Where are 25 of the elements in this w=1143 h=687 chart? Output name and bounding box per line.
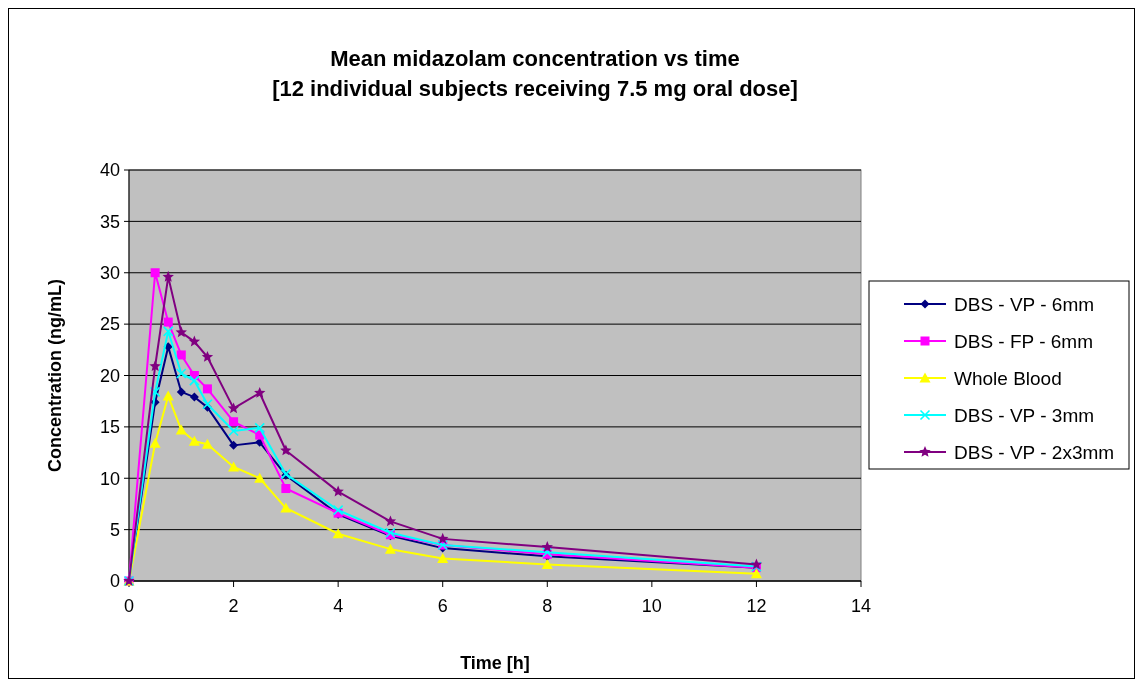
y-tick-label: 35	[99, 211, 120, 232]
y-tick-label: 40	[99, 160, 120, 181]
x-tick-label: 14	[850, 596, 872, 616]
y-tick-label: 10	[99, 468, 120, 489]
y-axis-title: Concentration (ng/mL)	[45, 279, 65, 472]
legend-label: DBS - FP - 6mm	[954, 330, 1093, 352]
y-tick-label: 0	[109, 571, 120, 592]
legend-label: Whole Blood	[954, 367, 1062, 389]
y-tick-label: 20	[99, 365, 120, 386]
x-axis-title: Time [h]	[460, 653, 530, 673]
x-tick-label: 12	[746, 596, 767, 616]
y-tick-label: 15	[99, 417, 120, 438]
chart-title: Mean midazolam concentration vs time [12 individual subjects receiving 7.5 mg oral dose]	[272, 46, 798, 101]
x-tick-label: 2	[228, 596, 239, 616]
y-tick-label: 25	[99, 314, 120, 335]
legend-label: DBS - VP - 2x3mm	[954, 441, 1115, 463]
y-tick-label: 5	[109, 519, 120, 540]
x-tick-label: 0	[123, 596, 135, 616]
x-tick-label: 4	[333, 596, 344, 616]
x-tick-label: 10	[641, 596, 662, 616]
x-tick-label: 6	[437, 596, 448, 616]
legend-label: DBS - VP - 3mm	[954, 404, 1095, 426]
x-tick-label: 8	[542, 596, 553, 616]
y-tick-label: 30	[99, 263, 120, 284]
legend-label: DBS - VP - 6mm	[954, 293, 1095, 315]
